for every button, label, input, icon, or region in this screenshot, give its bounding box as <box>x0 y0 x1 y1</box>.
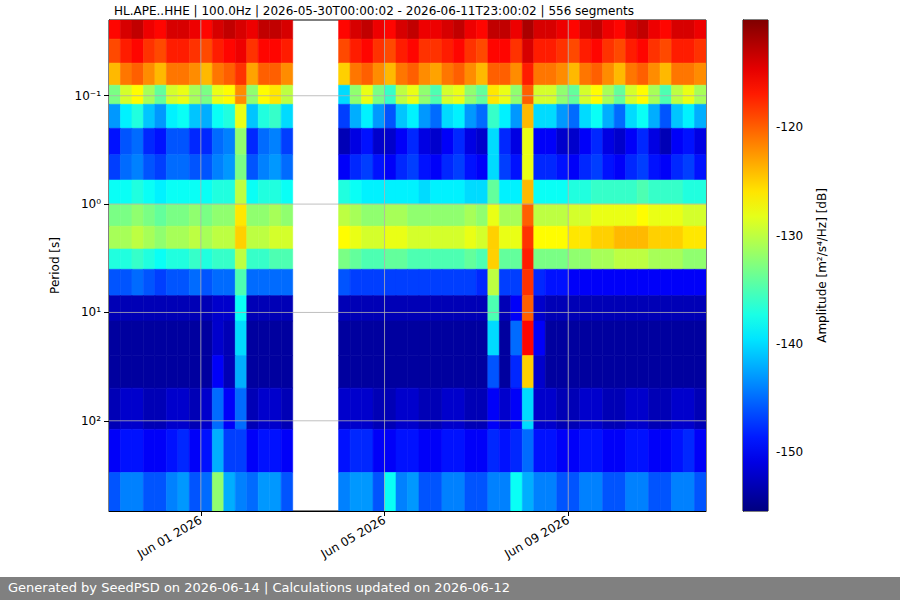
svg-text:-150: -150 <box>776 445 803 459</box>
svg-text:Amplitude [m²/s⁴/Hz] [dB]: Amplitude [m²/s⁴/Hz] [dB] <box>815 188 829 343</box>
svg-text:-120: -120 <box>776 120 803 134</box>
svg-text:HL.APE..HHE | 100.0Hz | 2026-0: HL.APE..HHE | 100.0Hz | 2026-05-30T00:00… <box>114 4 634 18</box>
svg-text:10⁰: 10⁰ <box>81 197 101 211</box>
svg-text:Period [s]: Period [s] <box>48 237 62 294</box>
svg-text:10⁻¹: 10⁻¹ <box>75 89 102 103</box>
svg-text:10¹: 10¹ <box>81 305 101 319</box>
svg-text:Jun 09 2026: Jun 09 2026 <box>501 513 571 562</box>
svg-text:Jun 05 2026: Jun 05 2026 <box>318 513 388 562</box>
svg-text:-130: -130 <box>776 229 803 243</box>
svg-text:Jun 01 2026: Jun 01 2026 <box>134 513 204 562</box>
svg-text:Generated by SeedPSD on 2026-0: Generated by SeedPSD on 2026-06-14 | Cal… <box>8 580 510 595</box>
svg-text:-140: -140 <box>776 337 803 351</box>
svg-text:10²: 10² <box>81 414 101 428</box>
